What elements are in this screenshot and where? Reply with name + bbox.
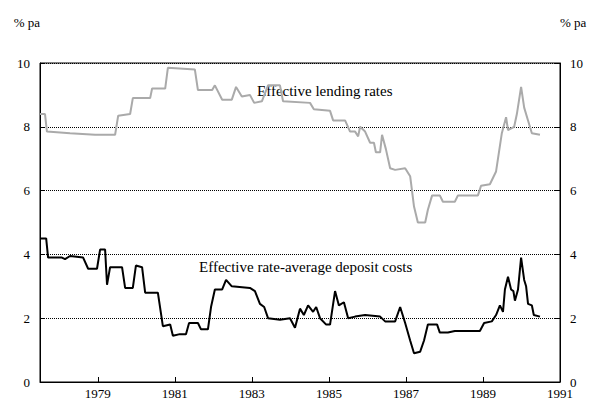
- svg-text:6: 6: [24, 183, 31, 198]
- svg-text:% pa: % pa: [14, 15, 41, 30]
- svg-text:0: 0: [570, 374, 577, 390]
- svg-text:1985: 1985: [316, 386, 342, 401]
- svg-text:Effective lending rates: Effective lending rates: [257, 82, 393, 99]
- svg-text:8: 8: [24, 119, 31, 134]
- svg-text:4: 4: [24, 247, 31, 262]
- svg-text:1991: 1991: [547, 386, 573, 401]
- svg-text:% pa: % pa: [560, 15, 587, 30]
- svg-text:2: 2: [24, 311, 31, 326]
- svg-text:1981: 1981: [162, 386, 188, 401]
- svg-text:8: 8: [570, 119, 577, 134]
- svg-text:Effective rate-average deposit: Effective rate-average deposit costs: [199, 259, 413, 275]
- svg-text:1989: 1989: [470, 386, 496, 401]
- svg-text:6: 6: [570, 183, 577, 198]
- svg-text:10: 10: [570, 56, 583, 71]
- svg-text:1983: 1983: [239, 386, 265, 401]
- svg-text:4: 4: [570, 247, 577, 262]
- svg-text:10: 10: [17, 56, 30, 71]
- svg-text:1987: 1987: [393, 386, 420, 401]
- svg-text:1979: 1979: [85, 386, 111, 401]
- svg-text:0: 0: [24, 375, 31, 390]
- svg-text:2: 2: [570, 311, 577, 326]
